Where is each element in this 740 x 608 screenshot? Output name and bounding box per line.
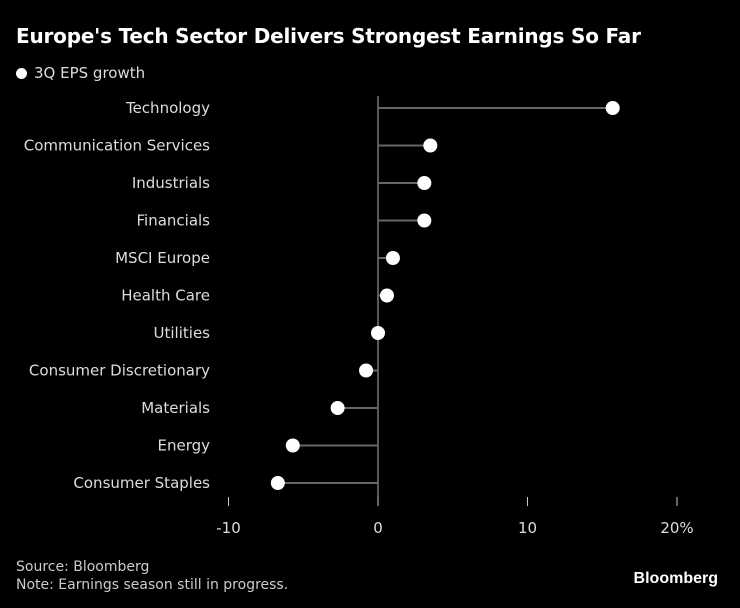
x-tick-label: 0 <box>373 519 383 537</box>
x-tick-label: 10 <box>518 519 537 537</box>
legend: 3Q EPS growth <box>16 64 145 82</box>
data-point <box>330 401 345 415</box>
bloomberg-logo: Bloomberg <box>633 570 718 587</box>
data-point <box>285 438 300 453</box>
footer-notes: Source: Bloomberg Note: Earnings season … <box>16 558 288 594</box>
legend-marker-icon <box>16 67 27 79</box>
category-label: Energy <box>157 437 210 455</box>
category-label: Health Care <box>121 287 210 305</box>
data-point <box>423 138 438 153</box>
data-point <box>605 101 620 115</box>
category-label: Industrials <box>132 174 210 192</box>
data-point <box>385 251 400 265</box>
data-point <box>359 363 374 378</box>
data-point <box>417 213 432 228</box>
category-label: Consumer Staples <box>73 474 210 492</box>
category-label: Financials <box>137 212 211 230</box>
source-text: Source: Bloomberg <box>16 559 150 575</box>
category-label: Materials <box>141 399 210 417</box>
category-label: Communication Services <box>24 137 210 155</box>
category-label: Technology <box>125 99 210 117</box>
category-label: MSCI Europe <box>115 249 210 267</box>
note-text: Note: Earnings season still in progress. <box>16 577 289 593</box>
category-label: Utilities <box>154 324 211 342</box>
chart-title: Europe's Tech Sector Delivers Strongest … <box>16 24 641 48</box>
x-tick-label: 20% <box>660 519 693 537</box>
category-label: Consumer Discretionary <box>29 362 210 380</box>
data-point <box>379 288 394 303</box>
x-tick-label: -10 <box>216 519 241 537</box>
data-point <box>371 326 385 340</box>
legend-label: 3Q EPS growth <box>34 64 146 82</box>
data-point <box>270 476 285 490</box>
data-point <box>417 176 432 190</box>
